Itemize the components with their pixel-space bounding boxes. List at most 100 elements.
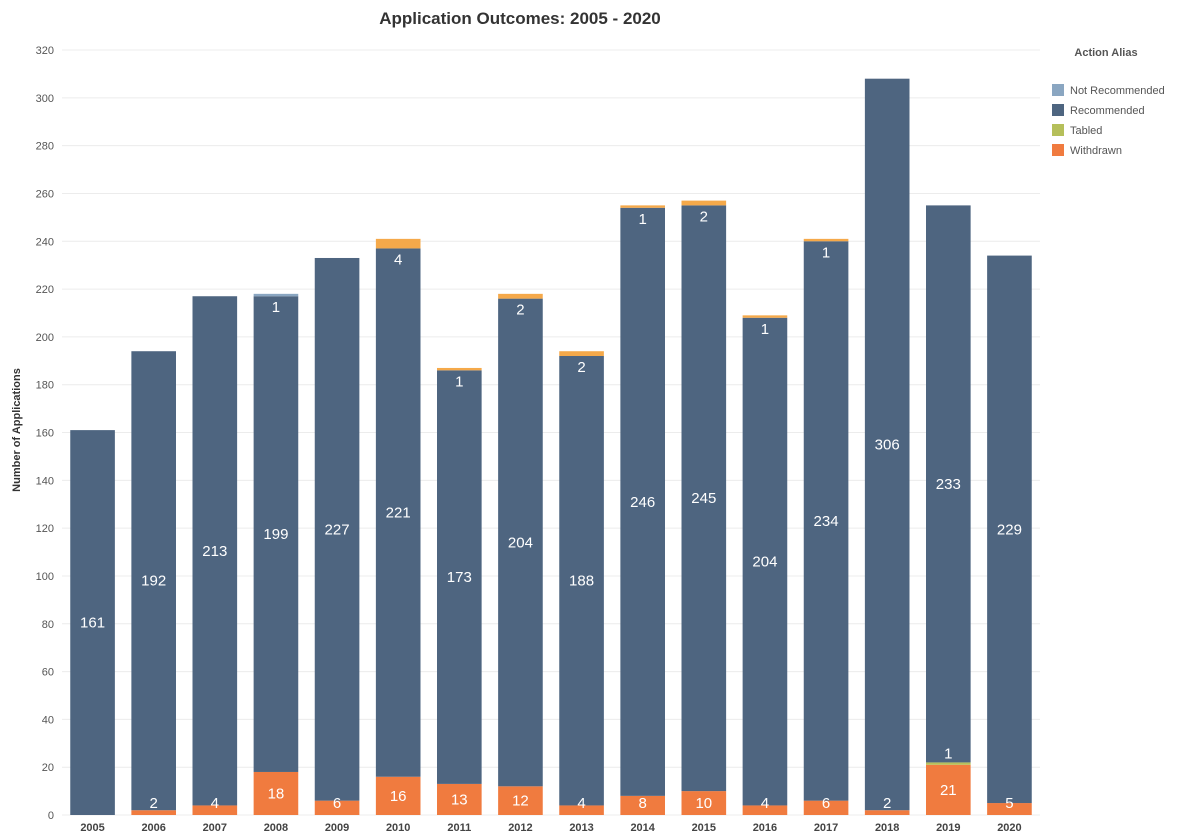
- data-label-top: 4: [394, 251, 402, 268]
- bar-segment: [253, 293, 299, 297]
- bar-segment: [498, 298, 543, 787]
- bar-segment: [987, 803, 1032, 815]
- x-tick-label: 2006: [141, 822, 165, 834]
- x-tick-label: 2010: [386, 822, 410, 834]
- data-label-recommended: 233: [936, 476, 961, 493]
- data-label-recommended: 173: [447, 569, 472, 586]
- data-label-withdrawn: 4: [577, 795, 585, 812]
- bar-segment: [314, 257, 360, 801]
- data-label-withdrawn: 2: [150, 795, 158, 812]
- y-tick-label: 40: [42, 714, 54, 726]
- x-tick-label: 2019: [936, 822, 960, 834]
- x-axis-ticks: 2005 2006 2007 2008 2009 2010 2011 2012 2013 2014…: [80, 822, 1021, 834]
- data-label-withdrawn: 8: [639, 795, 647, 812]
- legend-swatch: [1052, 124, 1064, 136]
- legend: Action Alias Not Recommended Recommended T…: [1052, 47, 1165, 157]
- y-tick-label: 0: [48, 810, 54, 822]
- data-label-withdrawn: 13: [451, 791, 468, 808]
- bar-segment: [131, 351, 176, 811]
- bar-segment: [926, 205, 971, 763]
- bar-segment: [681, 205, 727, 792]
- data-label-recommended: 306: [875, 436, 900, 453]
- data-label-recommended: 245: [691, 490, 716, 507]
- data-label-recommended: 229: [997, 521, 1022, 538]
- legend-label: Recommended: [1070, 105, 1145, 117]
- data-label-withdrawn: 6: [333, 795, 341, 812]
- bar-segment: [803, 238, 849, 242]
- data-label-recommended: 221: [386, 505, 411, 522]
- data-label-recommended: 246: [630, 494, 655, 511]
- x-tick-label: 2020: [997, 822, 1021, 834]
- bar-segment: [864, 810, 910, 815]
- x-tick-label: 2014: [630, 822, 655, 834]
- y-tick-label: 300: [36, 93, 54, 105]
- data-label-withdrawn: 10: [695, 795, 712, 812]
- bar-segment: [375, 248, 421, 777]
- data-label-recommended: 204: [752, 554, 777, 571]
- bar-segment: [498, 786, 543, 815]
- data-label-top: 1: [822, 244, 830, 261]
- y-axis-ticks: 0 20 40 60 80 100 120 140 160 180 200 220 240 260 280 3…: [36, 45, 54, 822]
- y-tick-label: 320: [36, 45, 54, 57]
- bar-segment: [620, 795, 665, 815]
- y-tick-label: 280: [36, 141, 54, 153]
- bar-segment: [742, 315, 788, 318]
- data-label-top: 2: [700, 208, 708, 225]
- data-label-top: 1: [455, 373, 463, 390]
- bar-segment: [437, 783, 482, 815]
- data-label-top: 2: [577, 359, 585, 376]
- bar-segment: [375, 238, 421, 249]
- data-label-withdrawn: 4: [761, 795, 769, 812]
- data-label-recommended: 227: [325, 521, 350, 538]
- y-tick-label: 180: [36, 380, 54, 392]
- x-tick-label: 2015: [692, 822, 716, 834]
- data-label-recommended: 188: [569, 573, 594, 590]
- x-tick-label: 2005: [80, 822, 104, 834]
- y-tick-label: 100: [36, 571, 54, 583]
- bar-segment: [70, 430, 115, 815]
- data-label-withdrawn: 6: [822, 795, 830, 812]
- bar-segment: [742, 317, 788, 806]
- data-label-recommended: 234: [814, 513, 839, 530]
- bar-segment: [498, 293, 543, 299]
- y-axis-label: Number of Applications: [11, 368, 23, 492]
- segment-labels: 1611922213419918122762211641731312041221…: [80, 208, 1022, 812]
- data-label-top: 1: [761, 321, 769, 338]
- x-tick-label: 2009: [325, 822, 349, 834]
- data-label-recommended: 161: [80, 615, 105, 632]
- bar-segment: [803, 241, 849, 801]
- y-tick-label: 260: [36, 188, 54, 200]
- bar-segment: [559, 351, 604, 356]
- data-label-withdrawn: 2: [883, 795, 891, 812]
- y-tick-label: 220: [36, 284, 54, 296]
- data-label-withdrawn: 18: [268, 785, 285, 802]
- bar-segment: [620, 205, 665, 208]
- x-tick-label: 2013: [569, 822, 593, 834]
- data-label-withdrawn: 16: [390, 788, 407, 805]
- bar-segment: [192, 805, 238, 815]
- x-tick-label: 2017: [814, 822, 838, 834]
- bar-segment: [620, 207, 665, 796]
- data-label-recommended: 213: [202, 543, 227, 560]
- bar-segment: [742, 805, 788, 815]
- data-label-withdrawn: 12: [512, 793, 529, 810]
- legend-label: Not Recommended: [1070, 85, 1165, 97]
- data-label-top: 2: [516, 302, 524, 319]
- data-label-tabled: 1: [944, 745, 952, 762]
- bar-segment: [987, 255, 1032, 804]
- data-label-withdrawn: 4: [211, 795, 219, 812]
- bar-segment: [803, 800, 849, 815]
- y-tick-label: 20: [42, 762, 54, 774]
- x-tick-label: 2012: [508, 822, 532, 834]
- data-label-recommended: 199: [263, 526, 288, 543]
- y-tick-label: 160: [36, 428, 54, 440]
- bar-segment: [314, 800, 360, 815]
- bar-segment: [437, 367, 482, 371]
- y-tick-label: 240: [36, 236, 54, 248]
- bar-segment: [681, 791, 727, 815]
- y-tick-label: 60: [42, 667, 54, 679]
- x-tick-label: 2018: [875, 822, 899, 834]
- bar-segment: [559, 805, 604, 815]
- bar-segment: [375, 776, 421, 815]
